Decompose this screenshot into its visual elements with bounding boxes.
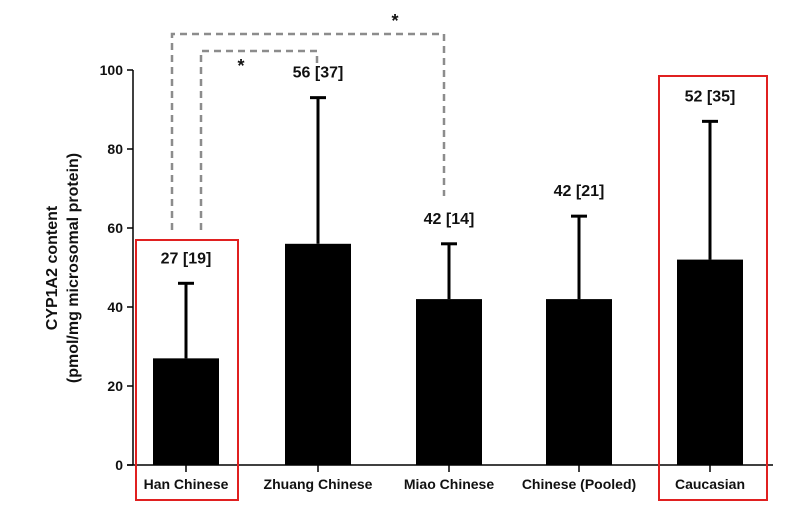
x-category-label: Caucasian: [675, 476, 745, 492]
significance-bracket: [170, 32, 446, 230]
x-category-label: Han Chinese: [144, 476, 229, 492]
bar: [285, 243, 351, 465]
bars: 27 [19] 56 [37] 42 [14] 42 [21] 52 [35]: [153, 65, 743, 465]
bar: [153, 358, 219, 465]
x-category-label: Zhuang Chinese: [264, 476, 373, 492]
y-axis-title: CYP1A2 content (pmol/mg microsomal prote…: [44, 153, 82, 383]
value-label: 27 [19]: [161, 250, 212, 267]
y-tick-label: 100: [100, 62, 124, 78]
y-tick-label: 40: [107, 299, 123, 315]
significance-bracket: [199, 49, 319, 230]
y-axis-title-line-2: (pmol/mg microsomal protein): [65, 153, 82, 383]
significance-brackets: **: [170, 11, 446, 230]
significance-star: *: [237, 56, 244, 76]
y-tick-label: 20: [107, 378, 123, 394]
y-tick-label: 80: [107, 141, 123, 157]
value-label: 52 [35]: [685, 88, 736, 105]
significance-star: *: [391, 11, 398, 31]
highlight-box: [135, 239, 239, 501]
value-label: 56 [37]: [293, 65, 344, 82]
y-tick-label: 0: [115, 457, 123, 473]
bar: [546, 299, 612, 465]
highlight-boxes: [135, 75, 768, 501]
x-axis: Han Chinese Zhuang Chinese Miao Chinese Chi…: [127, 464, 773, 492]
value-label: 42 [21]: [554, 183, 605, 200]
y-axis: 0 20 40 60 80 100: [100, 62, 134, 473]
x-category-label: Chinese (Pooled): [522, 476, 636, 492]
y-tick-label: 60: [107, 220, 123, 236]
y-axis-title-line-1: CYP1A2 content: [44, 205, 61, 330]
x-category-label: Miao Chinese: [404, 476, 494, 492]
bar: [416, 299, 482, 465]
value-label: 42 [14]: [424, 211, 475, 228]
bar: [677, 259, 743, 465]
highlight-box: [658, 75, 768, 501]
